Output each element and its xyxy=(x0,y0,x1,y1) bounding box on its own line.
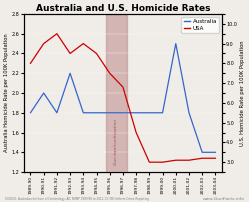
Title: Australia and U.S. Homicide Rates: Australia and U.S. Homicide Rates xyxy=(36,4,210,13)
Text: SOURCE: Australian Institute of Criminology, AIC NHMP 1989/90 to 2012-13; FBI Un: SOURCE: Australian Institute of Criminol… xyxy=(5,197,149,201)
Bar xyxy=(106,14,127,172)
Legend: Australia, USA: Australia, USA xyxy=(182,17,219,33)
Text: www.GunFacts.info: www.GunFacts.info xyxy=(202,197,244,201)
Text: Gun ban/confiscation: Gun ban/confiscation xyxy=(114,119,118,165)
Y-axis label: Australia Homicide Rate per 100K Population: Australia Homicide Rate per 100K Populat… xyxy=(4,34,9,152)
Y-axis label: U.S. Homicide Rate per 100K Population: U.S. Homicide Rate per 100K Population xyxy=(240,40,245,146)
